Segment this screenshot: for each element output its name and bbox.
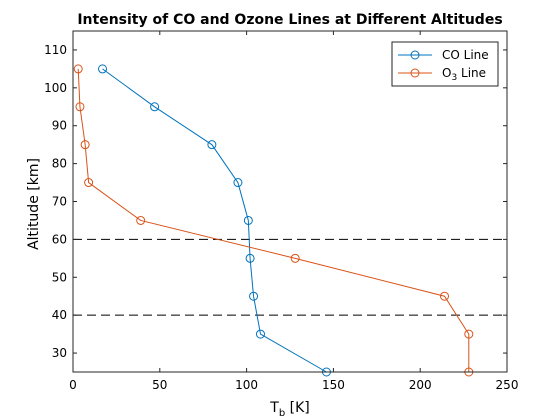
x-tick-label: 50 (152, 378, 167, 392)
x-tick-label: 150 (322, 378, 345, 392)
plot-frame (72, 30, 508, 373)
data-point (136, 215, 146, 225)
legend-label-o3-line: O3 Line (442, 66, 486, 83)
y-tick-label: 80 (52, 157, 67, 171)
x-tick-label: 0 (69, 378, 77, 392)
x-axis-label-unit: [K] (285, 400, 310, 416)
y-axis-label: Altitude [km] (26, 158, 42, 250)
data-point (75, 102, 85, 112)
series-line-1 (77, 68, 470, 372)
y-tick-label: 90 (52, 119, 67, 133)
data-point (249, 291, 259, 301)
legend-entry-co-line: CO Line (398, 48, 489, 62)
series-line-0 (102, 68, 327, 373)
y-tick-label: 70 (52, 195, 67, 209)
legend-entry-o3-line: O3 Line (398, 66, 486, 83)
legend: CO Line O3 Line (391, 41, 499, 87)
legend-label-o3-main: O (442, 66, 451, 80)
reference-lines (73, 238, 507, 316)
x-tick-label: 100 (235, 378, 258, 392)
data-point (290, 253, 300, 263)
legend-label-co-line: CO Line (442, 48, 489, 62)
data-point (73, 64, 83, 74)
series-layer (73, 64, 474, 377)
data-point (255, 329, 265, 339)
y-tick-label: 50 (52, 270, 67, 284)
series-1 (73, 64, 474, 377)
x-tick-label: 250 (496, 378, 519, 392)
x-axis-label: Tb [K] (269, 400, 309, 419)
legend-box (391, 41, 499, 87)
data-point (150, 102, 160, 112)
legend-label-o3-suffix: Line (457, 66, 486, 80)
legend-label-o3-subscript: 3 (451, 73, 457, 83)
data-point (440, 291, 450, 301)
legend-marker-co-line (410, 50, 420, 60)
data-point (243, 215, 253, 225)
data-point (84, 178, 94, 188)
axis-ticks: 0 50 100 150 200 250 30 40 50 60 70 80 90 100 110 (44, 31, 518, 392)
data-point (233, 178, 243, 188)
series-0 (98, 64, 331, 377)
x-axis-label-main: T (269, 400, 279, 416)
data-point (98, 64, 108, 74)
data-point (245, 253, 255, 263)
y-tick-label: 30 (52, 346, 67, 360)
data-point (80, 140, 90, 150)
x-tick-label: 200 (409, 378, 432, 392)
y-tick-label: 110 (44, 43, 67, 57)
y-tick-label: 40 (52, 308, 67, 322)
data-point (207, 140, 217, 150)
y-tick-label: 60 (52, 232, 67, 246)
legend-marker-o3-line (410, 68, 420, 78)
y-tick-label: 100 (44, 81, 67, 95)
chart-title: Intensity of CO and Ozone Lines at Diffe… (77, 12, 502, 28)
x-axis-label-subscript: b (279, 408, 285, 419)
data-point (464, 329, 474, 339)
